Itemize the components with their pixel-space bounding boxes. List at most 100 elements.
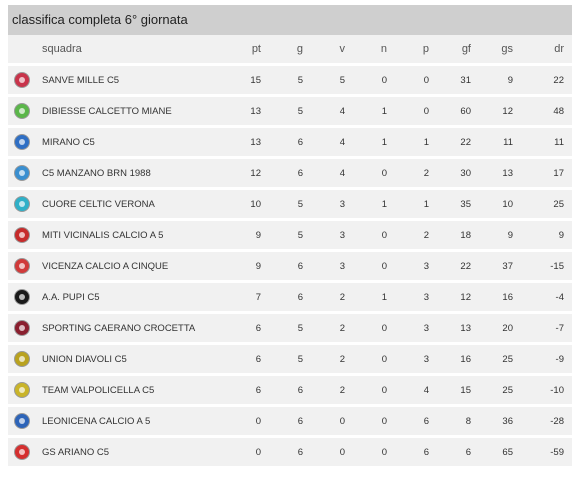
team-name[interactable]: C5 MANZANO BRN 1988 — [36, 159, 225, 190]
stat-g: 5 — [269, 221, 311, 252]
header-p[interactable]: p — [395, 35, 437, 66]
table-row[interactable]: UNION DIAVOLI C5 6 5 2 0 3 16 25 -9 — [8, 345, 572, 376]
stat-n: 0 — [353, 252, 395, 283]
table-row[interactable]: MITI VICINALIS CALCIO A 5 9 5 3 0 2 18 9 9 — [8, 221, 572, 252]
stat-gs: 25 — [479, 345, 521, 376]
stat-p: 6 — [395, 438, 437, 469]
stat-dr: -7 — [521, 314, 572, 345]
team-name[interactable]: SANVE MILLE C5 — [36, 66, 225, 97]
stat-pt: 6 — [225, 376, 269, 407]
dibiesse-logo-icon — [14, 103, 30, 119]
stat-n: 0 — [353, 314, 395, 345]
stat-n: 0 — [353, 159, 395, 190]
table-row[interactable]: A.A. PUPI C5 7 6 2 1 3 12 16 -4 — [8, 283, 572, 314]
stat-gs: 12 — [479, 97, 521, 128]
standings-title: classifica completa 6° giornata — [8, 5, 572, 35]
stat-gs: 20 — [479, 314, 521, 345]
stat-p: 1 — [395, 190, 437, 221]
team-name[interactable]: SPORTING CAERANO CROCETTA — [36, 314, 225, 345]
standings-table: squadra pt g v n p gf gs dr SANVE MILLE … — [8, 35, 572, 469]
stat-dr: -9 — [521, 345, 572, 376]
header-v[interactable]: v — [311, 35, 353, 66]
stat-p: 3 — [395, 252, 437, 283]
stat-v: 4 — [311, 97, 353, 128]
stat-v: 3 — [311, 252, 353, 283]
team-name[interactable]: CUORE CELTIC VERONA — [36, 190, 225, 221]
table-row[interactable]: LEONICENA CALCIO A 5 0 6 0 0 6 8 36 -28 — [8, 407, 572, 438]
header-gs[interactable]: gs — [479, 35, 521, 66]
stat-dr: 11 — [521, 128, 572, 159]
stat-p: 1 — [395, 128, 437, 159]
stat-p: 3 — [395, 283, 437, 314]
team-name[interactable]: DIBIESSE CALCETTO MIANE — [36, 97, 225, 128]
table-row[interactable]: TEAM VALPOLICELLA C5 6 6 2 0 4 15 25 -10 — [8, 376, 572, 407]
stat-gf: 60 — [437, 97, 479, 128]
stat-g: 6 — [269, 407, 311, 438]
stat-gs: 36 — [479, 407, 521, 438]
stat-pt: 9 — [225, 252, 269, 283]
header-gf[interactable]: gf — [437, 35, 479, 66]
team-logo-cell — [8, 345, 36, 376]
header-pt[interactable]: pt — [225, 35, 269, 66]
team-name[interactable]: VICENZA CALCIO A CINQUE — [36, 252, 225, 283]
stat-pt: 6 — [225, 345, 269, 376]
stat-dr: -10 — [521, 376, 572, 407]
stat-gs: 13 — [479, 159, 521, 190]
standings-widget: classifica completa 6° giornata squadra … — [8, 5, 572, 469]
table-row[interactable]: C5 MANZANO BRN 1988 12 6 4 0 2 30 13 17 — [8, 159, 572, 190]
stat-pt: 9 — [225, 221, 269, 252]
pupi-logo-icon — [14, 289, 30, 305]
table-row[interactable]: VICENZA CALCIO A CINQUE 9 6 3 0 3 22 37 -15 — [8, 252, 572, 283]
team-name[interactable]: MIRANO C5 — [36, 128, 225, 159]
team-name[interactable]: GS ARIANO C5 — [36, 438, 225, 469]
stat-g: 5 — [269, 97, 311, 128]
team-name[interactable]: MITI VICINALIS CALCIO A 5 — [36, 221, 225, 252]
team-name[interactable]: LEONICENA CALCIO A 5 — [36, 407, 225, 438]
stat-g: 6 — [269, 438, 311, 469]
vicenza-logo-icon — [14, 258, 30, 274]
table-row[interactable]: MIRANO C5 13 6 4 1 1 22 11 11 — [8, 128, 572, 159]
stat-pt: 0 — [225, 438, 269, 469]
stat-dr: -4 — [521, 283, 572, 314]
stat-gs: 16 — [479, 283, 521, 314]
stat-pt: 15 — [225, 66, 269, 97]
mirano-logo-icon — [14, 134, 30, 150]
stat-gf: 16 — [437, 345, 479, 376]
table-row[interactable]: SPORTING CAERANO CROCETTA 6 5 2 0 3 13 20 -7 — [8, 314, 572, 345]
team-name[interactable]: TEAM VALPOLICELLA C5 — [36, 376, 225, 407]
stat-gf: 31 — [437, 66, 479, 97]
table-row[interactable]: GS ARIANO C5 0 6 0 0 6 6 65 -59 — [8, 438, 572, 469]
stat-p: 0 — [395, 66, 437, 97]
stat-p: 6 — [395, 407, 437, 438]
stat-dr: -59 — [521, 438, 572, 469]
stat-dr: 17 — [521, 159, 572, 190]
header-n[interactable]: n — [353, 35, 395, 66]
stat-pt: 10 — [225, 190, 269, 221]
team-name[interactable]: UNION DIAVOLI C5 — [36, 345, 225, 376]
stat-v: 3 — [311, 221, 353, 252]
stat-n: 0 — [353, 221, 395, 252]
stat-p: 2 — [395, 221, 437, 252]
stat-v: 0 — [311, 438, 353, 469]
stat-n: 0 — [353, 407, 395, 438]
table-row[interactable]: DIBIESSE CALCETTO MIANE 13 5 4 1 0 60 12 48 — [8, 97, 572, 128]
stat-gf: 13 — [437, 314, 479, 345]
stat-v: 5 — [311, 66, 353, 97]
header-g[interactable]: g — [269, 35, 311, 66]
team-name[interactable]: A.A. PUPI C5 — [36, 283, 225, 314]
header-dr[interactable]: dr — [521, 35, 572, 66]
stat-v: 2 — [311, 376, 353, 407]
team-logo-cell — [8, 407, 36, 438]
stat-pt: 0 — [225, 407, 269, 438]
stat-v: 2 — [311, 283, 353, 314]
table-row[interactable]: CUORE CELTIC VERONA 10 5 3 1 1 35 10 25 — [8, 190, 572, 221]
stat-gf: 8 — [437, 407, 479, 438]
team-logo-cell — [8, 314, 36, 345]
stat-dr: -28 — [521, 407, 572, 438]
header-logo-cell — [8, 35, 36, 66]
stat-g: 5 — [269, 314, 311, 345]
stat-gf: 22 — [437, 128, 479, 159]
table-row[interactable]: SANVE MILLE C5 15 5 5 0 0 31 9 22 — [8, 66, 572, 97]
stat-g: 6 — [269, 283, 311, 314]
header-squadra[interactable]: squadra — [36, 35, 225, 66]
